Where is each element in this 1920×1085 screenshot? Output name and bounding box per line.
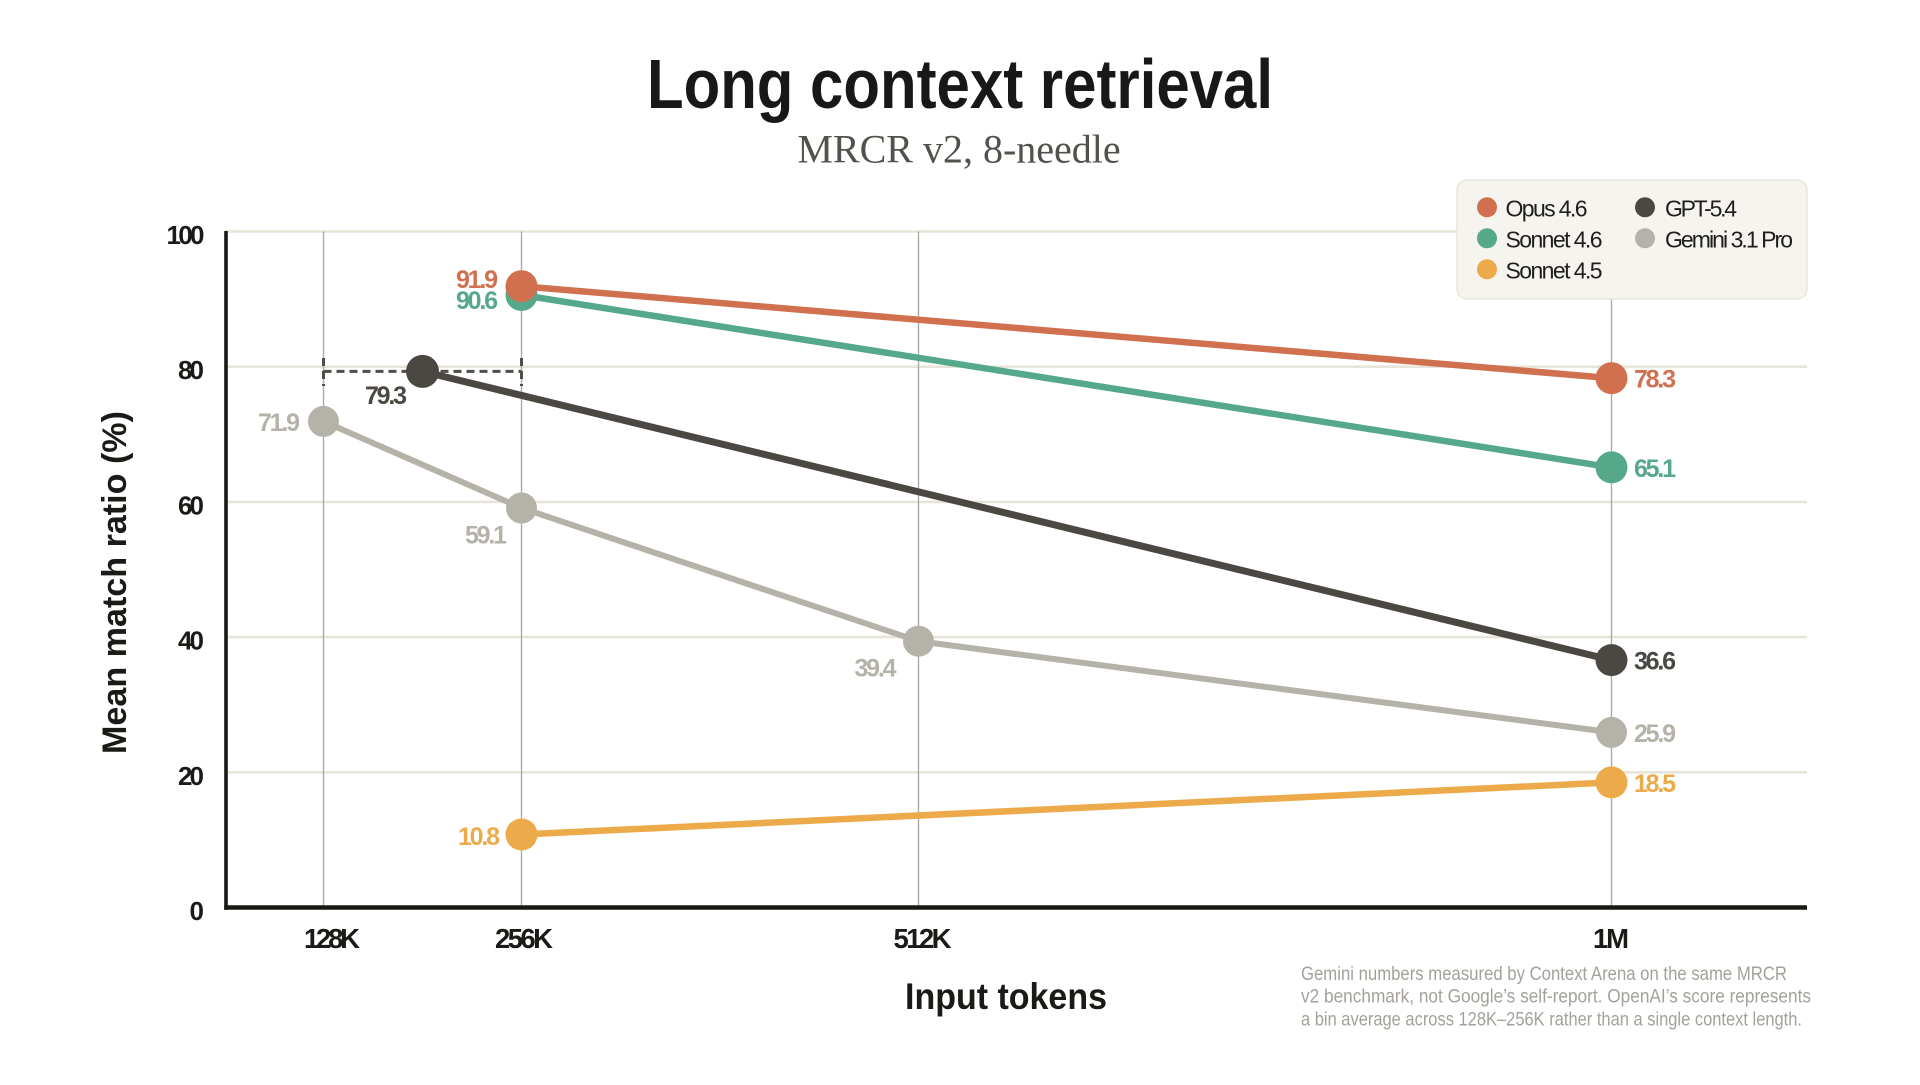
- svg-text:10.8: 10.8: [458, 823, 500, 851]
- svg-text:Mean match ratio (%): Mean match ratio (%): [96, 411, 134, 754]
- svg-text:a bin average across 128K–256K: a bin average across 128K–256K rather th…: [1301, 1008, 1802, 1030]
- svg-text:78.3: 78.3: [1634, 366, 1676, 394]
- svg-text:Sonnet 4.6: Sonnet 4.6: [1506, 226, 1603, 252]
- svg-text:60: 60: [178, 490, 204, 520]
- svg-text:71.9: 71.9: [258, 409, 300, 437]
- svg-text:Sonnet 4.5: Sonnet 4.5: [1506, 257, 1603, 283]
- svg-text:18.5: 18.5: [1634, 770, 1676, 798]
- svg-text:Input tokens: Input tokens: [905, 976, 1107, 1017]
- svg-text:Opus 4.6: Opus 4.6: [1506, 195, 1588, 221]
- svg-text:Gemini numbers measured by Con: Gemini numbers measured by Context Arena…: [1301, 963, 1787, 985]
- svg-text:40: 40: [178, 626, 204, 656]
- svg-text:v2 benchmark, not Google’s sel: v2 benchmark, not Google’s self-report. …: [1301, 986, 1811, 1008]
- svg-text:79.3: 79.3: [365, 382, 407, 410]
- svg-text:80: 80: [178, 355, 204, 385]
- svg-text:MRCR v2, 8-needle: MRCR v2, 8-needle: [797, 127, 1120, 172]
- svg-text:512K: 512K: [894, 923, 952, 954]
- svg-text:25.9: 25.9: [1634, 720, 1676, 748]
- svg-text:65.1: 65.1: [1634, 455, 1676, 483]
- svg-text:59.1: 59.1: [465, 522, 507, 550]
- svg-text:91.9: 91.9: [456, 266, 498, 294]
- svg-text:256K: 256K: [495, 923, 553, 954]
- svg-text:90.6: 90.6: [456, 287, 498, 315]
- svg-text:20: 20: [178, 761, 204, 791]
- svg-text:1M: 1M: [1593, 923, 1629, 954]
- svg-text:39.4: 39.4: [855, 655, 897, 683]
- svg-text:Gemini 3.1 Pro: Gemini 3.1 Pro: [1665, 226, 1793, 252]
- svg-text:Long context retrieval: Long context retrieval: [647, 45, 1273, 123]
- svg-text:GPT-5.4: GPT-5.4: [1665, 195, 1737, 221]
- svg-text:36.6: 36.6: [1634, 648, 1676, 676]
- svg-text:100: 100: [167, 220, 205, 250]
- svg-text:128K: 128K: [304, 923, 360, 954]
- svg-text:0: 0: [190, 896, 204, 926]
